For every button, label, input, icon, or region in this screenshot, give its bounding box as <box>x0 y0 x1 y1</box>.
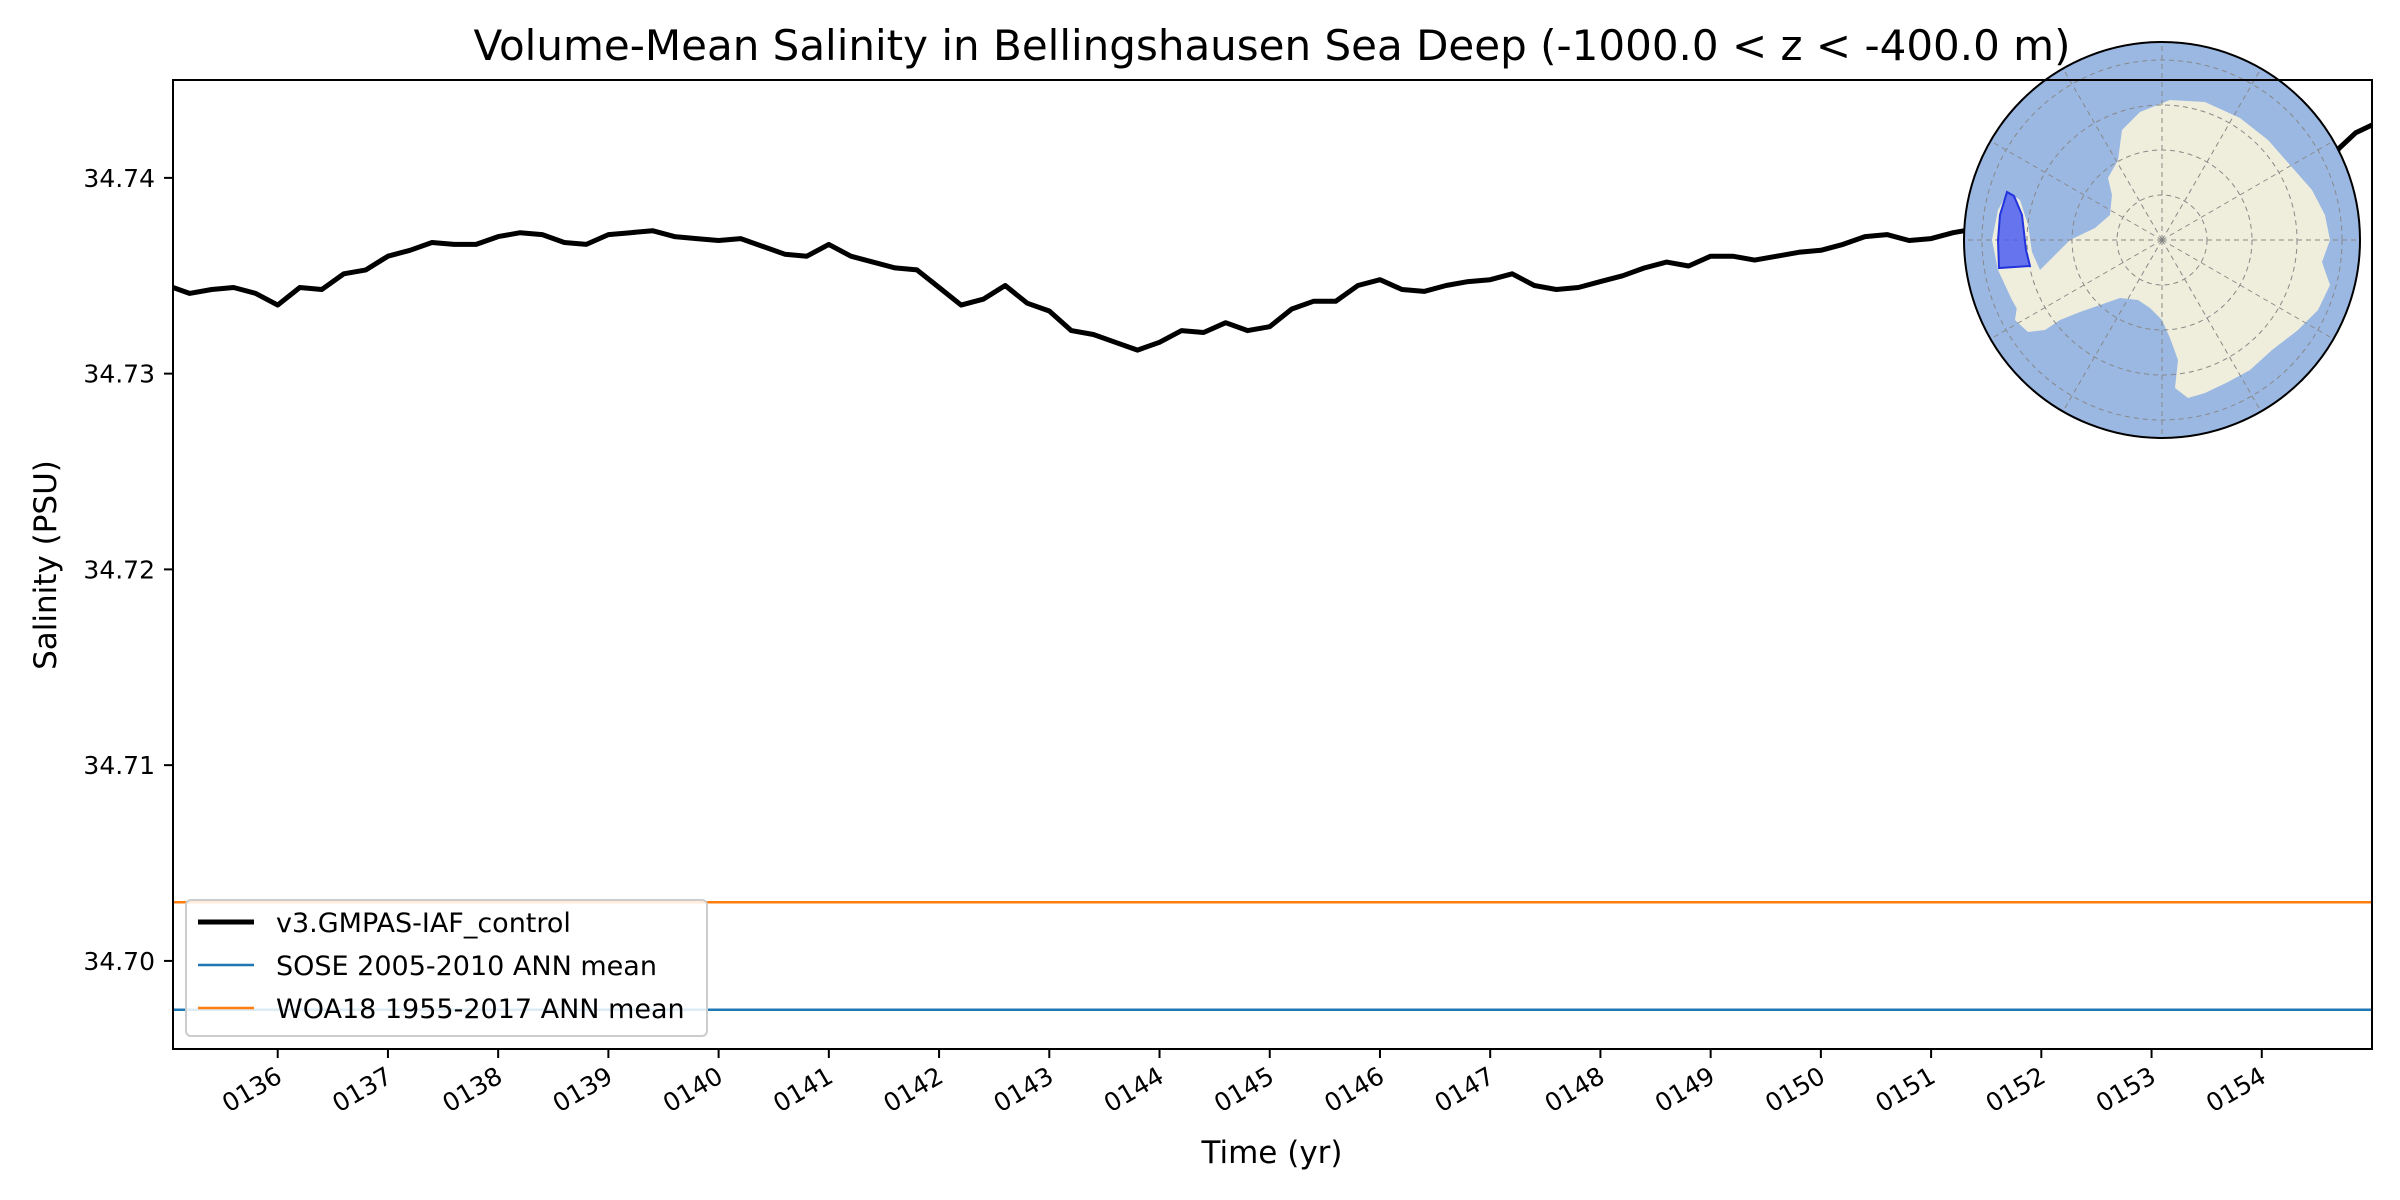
x-tick-label: 0153 <box>2091 1061 2161 1118</box>
bellingshausen-region-highlight <box>1996 190 2032 270</box>
legend: v3.GMPAS-IAF_control SOSE 2005-2010 ANN … <box>185 899 708 1037</box>
x-tick-label: 0142 <box>878 1061 948 1118</box>
y-tick-label: 34.73 <box>83 360 155 389</box>
y-axis: 34.70 34.71 34.72 34.73 34.74 <box>83 164 173 976</box>
x-tick-label: 0146 <box>1319 1061 1389 1118</box>
plot-frame <box>172 79 2373 1050</box>
map-graticule <box>1964 42 2360 438</box>
y-axis-label: Salinity (PSU) <box>28 460 64 670</box>
map-border <box>1963 41 2361 439</box>
x-tick-label: 0138 <box>438 1061 508 1118</box>
x-tick-label: 0143 <box>989 1061 1059 1118</box>
x-tick-label: 0136 <box>217 1061 287 1118</box>
graticule-meridian <box>2062 68 2163 241</box>
graticule-meridian <box>2062 239 2163 412</box>
x-tick-label: 0140 <box>658 1061 728 1118</box>
graticule-meridian <box>2161 239 2334 340</box>
legend-label-sose: SOSE 2005-2010 ANN mean <box>276 951 657 982</box>
x-tick-label: 0139 <box>548 1061 618 1118</box>
x-tick-label: 0154 <box>2201 1061 2271 1118</box>
x-tick-label: 0152 <box>1981 1061 2051 1118</box>
y-tick-label: 34.74 <box>83 164 155 193</box>
x-tick-label: 0147 <box>1430 1061 1500 1118</box>
legend-label-woa18: WOA18 1955-2017 ANN mean <box>276 994 685 1025</box>
x-tick-label: 0141 <box>768 1061 838 1118</box>
inset-map <box>1963 41 2361 439</box>
x-tick-label: 0151 <box>1870 1061 1940 1118</box>
legend-box <box>185 899 708 1037</box>
y-tick-label: 34.72 <box>83 555 155 584</box>
x-tick-label: 0149 <box>1650 1061 1720 1118</box>
x-tick-label: 0150 <box>1760 1061 1830 1118</box>
graticule-meridian <box>2161 239 2262 412</box>
x-tick-label: 0148 <box>1540 1061 1610 1118</box>
graticule-meridian <box>1990 239 2163 340</box>
graticule-meridian <box>2161 140 2334 241</box>
series-line-0 <box>173 226 1978 353</box>
x-axis-label: Time (yr) <box>1201 1135 1343 1171</box>
x-axis: 0136 0137 0138 0139 0140 0141 0142 0143 0144 0145… <box>217 1049 2271 1118</box>
y-tick-label: 34.71 <box>83 751 155 780</box>
map-antarctica-land <box>2015 100 2330 398</box>
y-tick-label: 34.70 <box>83 947 155 976</box>
graticule-meridian <box>2161 68 2262 241</box>
chart-title: Volume-Mean Salinity in Bellingshausen S… <box>474 21 2071 70</box>
legend-label-model: v3.GMPAS-IAF_control <box>276 908 571 939</box>
x-tick-label: 0144 <box>1099 1061 1169 1118</box>
x-tick-label: 0145 <box>1209 1061 1279 1118</box>
graticule-meridian <box>1990 140 2163 241</box>
x-tick-label: 0137 <box>327 1061 397 1118</box>
